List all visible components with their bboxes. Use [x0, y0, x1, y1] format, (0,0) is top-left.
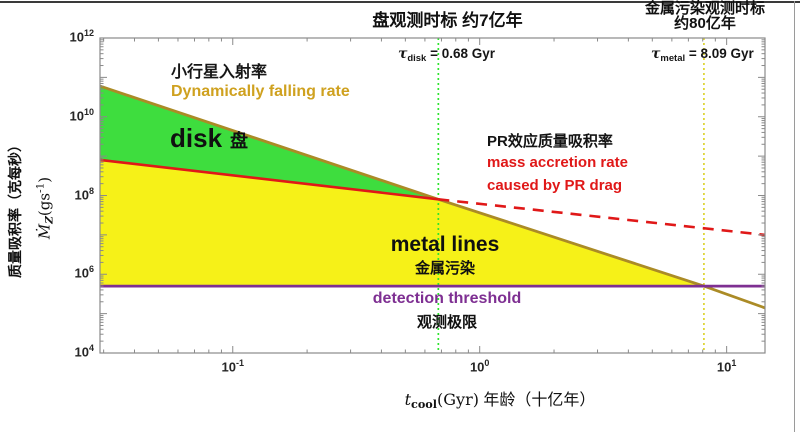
pr-drag-label-en-line2: caused by PR drag	[487, 177, 623, 194]
tau-disk-value: = 0.68 Gyr	[426, 46, 495, 61]
y-axis-label-math: ṀZ(gs-1)	[35, 177, 56, 239]
y-tick-label: 106	[74, 264, 94, 281]
y-axis-unit-open: (gs	[35, 192, 54, 217]
detection-threshold-label-cn: 观测极限	[416, 314, 477, 331]
disk-region-label: disk 盘	[170, 123, 248, 154]
tau-symbol: τ	[398, 46, 408, 62]
x-axis-unit: (Gyr)	[437, 390, 479, 409]
metal-lines-label-en: metal lines	[390, 233, 500, 256]
y-tick-label: 1012	[69, 28, 94, 45]
tau-metal-label: τmetal = 8.09 Gyr	[651, 46, 754, 64]
disk-timescale-title: 盘观测时标 约7亿年	[372, 11, 523, 30]
x-tick-label: 101	[716, 358, 737, 375]
x-axis-subscript: cool	[411, 397, 438, 411]
y-tick-label: 1010	[69, 106, 94, 124]
tau-metal-value: = 8.09 Gyr	[685, 46, 754, 61]
infall-rate-label-en: Dynamically falling rate	[171, 83, 350, 100]
slide-border-right	[794, 1, 795, 432]
x-tick-label: 100	[469, 358, 490, 375]
y-axis-math-symbol: Ṁ	[35, 223, 54, 240]
pr-drag-label-cn: PR效应质量吸积率	[487, 133, 613, 150]
x-axis-math-symbol: t	[404, 390, 412, 409]
x-tick-label: 10-1	[221, 358, 244, 375]
dynamical-falling-rate-line	[99, 84, 766, 310]
y-tick-label: 104	[74, 343, 94, 360]
infall-rate-label-cn: 小行星入射率	[171, 64, 268, 81]
tau-disk-subscript: disk	[407, 53, 427, 64]
slide-border-top	[0, 1, 800, 3]
tau-disk-label: τdisk = 0.68 Gyr	[398, 46, 495, 64]
metal-timescale-title-line1: 金属污染观测时标	[644, 0, 765, 17]
tau-metal-subscript: metal	[660, 53, 686, 64]
y-axis-unit-exponent: -1	[34, 182, 47, 193]
y-axis-unit-close: )	[35, 176, 54, 183]
y-tick-label: 108	[74, 185, 94, 202]
metal-timescale-title: 金属污染观测时标 约80亿年	[613, 1, 797, 31]
detection-threshold-label-en: detection threshold	[372, 290, 522, 307]
disk-region-label-cn: 盘	[230, 131, 249, 151]
pr-drag-accretion-solid-line	[99, 158, 439, 201]
metal-timescale-title-line2: 约80亿年	[674, 15, 736, 32]
x-axis-label: tcool(Gyr) 年龄（十亿年）	[380, 386, 620, 411]
tau-symbol: τ	[651, 46, 661, 62]
x-axis-label-cn: 年龄（十亿年）	[478, 392, 596, 409]
pr-drag-label-en-line1: mass accretion rate	[487, 154, 628, 171]
metal-lines-region	[100, 159, 704, 287]
y-axis-subscript: Z	[43, 216, 56, 224]
disk-region-label-en: disk	[170, 123, 223, 153]
pr-drag-accretion-dashed-line	[438, 198, 766, 237]
y-axis-label-cn: 质量吸积率（克每秒）	[7, 138, 23, 278]
metal-lines-label-cn: 金属污染	[414, 260, 475, 277]
